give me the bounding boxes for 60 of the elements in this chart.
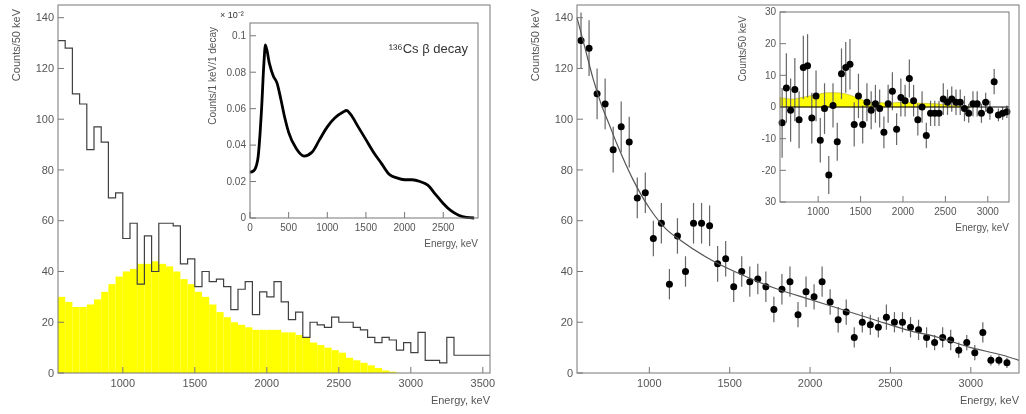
x-tick-label: 2000	[393, 222, 417, 233]
y-tick-label: 120	[554, 62, 573, 75]
x-tick-label: 1000	[316, 222, 339, 233]
y-tick-label: 10	[764, 69, 777, 81]
y-tick-label: 140	[554, 11, 573, 24]
y-axis-title: Counts/50 keV	[737, 15, 748, 82]
y-axis-title: Counts/50 keV	[10, 8, 22, 82]
x-tick-label: 1500	[849, 206, 873, 217]
x-tick-label: 1000	[807, 206, 830, 217]
y-tick-label: -20	[761, 164, 777, 176]
y-tick-label: 40	[560, 265, 573, 278]
x-axis-title: Energy, keV	[959, 394, 1020, 406]
x-tick-label: 1500	[717, 377, 742, 389]
y-tick-label: 100	[554, 112, 573, 125]
x-axis-title: Energy, keV	[430, 394, 491, 406]
x-tick-label: 2500	[878, 377, 903, 389]
y-tick-label: 100	[35, 112, 54, 125]
x-tick-label: 2000	[797, 377, 823, 389]
y-tick-label: 0.06	[226, 102, 247, 114]
annotation: × 10⁻²	[220, 10, 244, 20]
y-tick-label: 20	[764, 38, 777, 49]
y-tick-label: 30	[764, 6, 777, 18]
y-tick-label: 20	[41, 315, 54, 328]
x-tick-label: 2500	[432, 222, 455, 233]
y-tick-label: 80	[41, 163, 54, 176]
x-axis-title: Energy, keV	[424, 238, 479, 249]
x-tick-label: 1000	[637, 377, 662, 389]
y-tick-label: 0.08	[226, 66, 247, 78]
y-tick-label: 20	[560, 315, 573, 328]
y-tick-label: 120	[35, 62, 54, 75]
y-tick-label: 0.04	[226, 139, 247, 151]
y-tick-label: 0	[566, 366, 573, 379]
y-tick-label: 0.02	[226, 175, 247, 187]
y-tick-label: 0	[770, 101, 777, 113]
x-tick-label: 3000	[976, 206, 1000, 217]
x-tick-label: 3000	[958, 377, 984, 389]
x-tick-label: 2500	[326, 377, 352, 389]
x-tick-label: 1500	[354, 222, 378, 233]
x-axis-title: Energy, keV	[955, 222, 1010, 233]
annotation: ¹³⁶Cs β decay	[388, 41, 469, 56]
y-tick-label: 30	[764, 196, 777, 208]
y-tick-label: 0.1	[232, 30, 247, 42]
x-tick-label: 1500	[182, 377, 208, 389]
y-tick-label: 60	[560, 214, 573, 227]
x-tick-label: 0	[247, 222, 254, 233]
x-tick-label: 500	[280, 222, 298, 233]
y-tick-label: -10	[761, 133, 777, 144]
y-tick-label: 140	[35, 11, 54, 24]
y-axis-title: Counts/1 keV/1 decay	[207, 27, 218, 125]
x-tick-label: 2000	[254, 377, 280, 389]
y-tick-label: 60	[41, 214, 54, 227]
x-tick-label: 2500	[934, 206, 957, 217]
x-tick-label: 3500	[470, 377, 496, 389]
y-tick-label: 0	[47, 366, 54, 379]
x-tick-label: 1000	[110, 377, 136, 389]
y-axis-title: Counts/50 keV	[529, 8, 541, 82]
y-tick-label: 40	[41, 265, 54, 278]
x-tick-label: 3000	[398, 377, 424, 389]
x-tick-label: 2000	[891, 206, 915, 217]
y-tick-label: 80	[560, 163, 573, 176]
